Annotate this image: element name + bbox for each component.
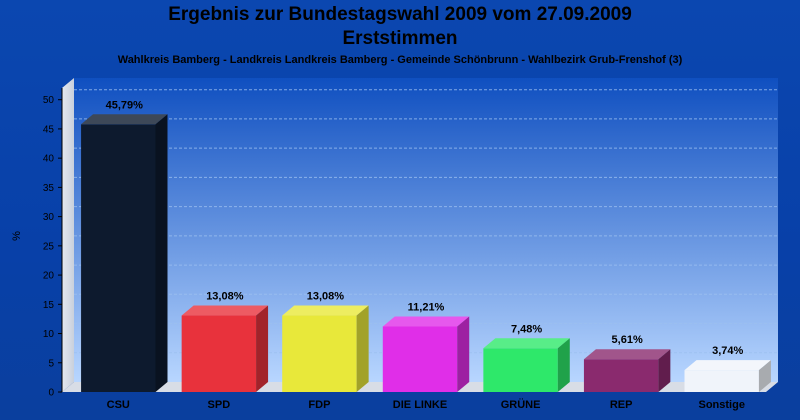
data-label: 45,79%	[106, 99, 144, 111]
y-tick-label: 50	[43, 95, 55, 106]
bar-top	[583, 349, 671, 360]
y-tick-label: 0	[48, 388, 54, 399]
y-tick-label: 15	[43, 300, 55, 311]
y-tick-label: 45	[43, 124, 55, 135]
bar-top	[483, 338, 570, 349]
data-label: 5,61%	[612, 334, 643, 346]
data-label: 3,74%	[712, 345, 743, 357]
left-wall	[62, 78, 74, 392]
y-tick-label: 20	[43, 271, 55, 282]
chart-title: Ergebnis zur Bundestagswahl 2009 vom 27.…	[168, 4, 632, 25]
x-tick-label: SPD	[208, 399, 231, 411]
bar-side	[557, 338, 570, 392]
bar-side	[758, 360, 771, 392]
bar-top	[181, 305, 269, 316]
bar-top	[382, 316, 470, 327]
y-tick-label: 5	[48, 358, 54, 369]
bar-side	[658, 349, 671, 392]
y-tick-label: 25	[43, 241, 55, 252]
bar	[81, 124, 156, 392]
x-tick-label: CSU	[107, 399, 130, 411]
bar-top	[81, 114, 168, 125]
bar	[181, 315, 257, 392]
bar	[282, 315, 357, 392]
data-label: 13,08%	[307, 291, 345, 303]
bar	[382, 326, 458, 392]
bar	[583, 359, 659, 392]
data-label: 7,48%	[511, 323, 542, 335]
bar-top	[684, 360, 771, 371]
x-tick-label: GRÜNE	[501, 398, 541, 411]
data-label: 13,08%	[206, 291, 244, 303]
bar	[684, 370, 759, 392]
x-tick-label: FDP	[308, 399, 330, 411]
bar-side	[457, 316, 470, 392]
x-tick-label: Sonstige	[698, 399, 744, 411]
y-axis-label: %	[11, 231, 23, 241]
x-tick-label: REP	[610, 399, 633, 411]
bar-side	[155, 114, 168, 392]
y-tick-label: 40	[43, 154, 55, 165]
bar-side	[256, 305, 269, 392]
bar	[483, 348, 558, 392]
y-tick-label: 30	[43, 212, 55, 223]
chart-caption: Wahlkreis Bamberg - Landkreis Landkreis …	[117, 54, 683, 66]
bar-side	[356, 305, 369, 392]
y-tick-label: 35	[43, 183, 55, 194]
bar-top	[282, 305, 369, 316]
chart-subtitle: Erststimmen	[342, 28, 458, 49]
y-tick-label: 10	[43, 329, 55, 340]
data-label: 11,21%	[408, 301, 445, 313]
x-tick-label: DIE LINKE	[393, 399, 447, 411]
